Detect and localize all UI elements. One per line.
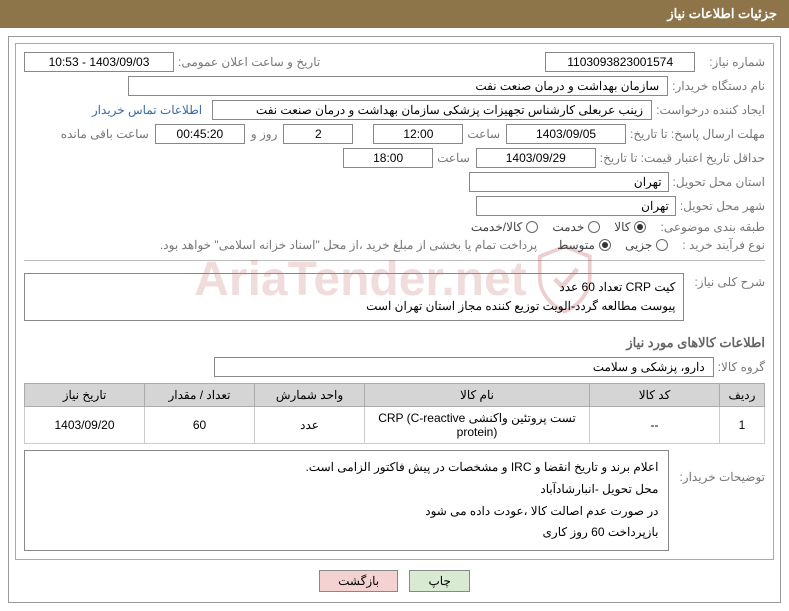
- deadline-date: 1403/09/05: [506, 124, 626, 144]
- radio-label: جزیی: [625, 238, 652, 252]
- note-line: در صورت عدم اصالت کالا ،عودت داده می شود: [35, 501, 658, 523]
- cell-code: --: [590, 407, 720, 444]
- radio-icon: [634, 221, 646, 233]
- requester-value: زینب عربعلی کارشناس تجهیزات پزشکی سازمان…: [212, 100, 652, 120]
- separator: [24, 260, 765, 261]
- row-validity: حداقل تاریخ اعتبار قیمت: تا تاریخ: 1403/…: [24, 148, 765, 168]
- outer-frame: AriaTender.net شماره نیاز: 1103093823001…: [8, 36, 781, 603]
- category-radio-both[interactable]: کالا/خدمت: [471, 220, 538, 234]
- validity-date: 1403/09/29: [476, 148, 596, 168]
- buyer-org-label: نام دستگاه خریدار:: [672, 79, 765, 93]
- desc-line: کیت CRP تعداد 60 عدد: [33, 278, 675, 297]
- inner-frame: AriaTender.net شماره نیاز: 1103093823001…: [15, 43, 774, 560]
- print-button[interactable]: چاپ: [409, 570, 469, 592]
- deadline-time-label: ساعت: [467, 127, 500, 141]
- deadline-days-suffix: روز و: [251, 127, 278, 141]
- goods-group-value: دارو، پزشکی و سلامت: [214, 357, 714, 377]
- goods-group-label: گروه کالا:: [718, 360, 765, 374]
- col-qty: تعداد / مقدار: [145, 384, 255, 407]
- validity-label: حداقل تاریخ اعتبار قیمت: تا تاریخ:: [600, 151, 765, 165]
- need-number-label: شماره نیاز:: [709, 55, 765, 69]
- deadline-time: 12:00: [373, 124, 463, 144]
- col-name: نام کالا: [365, 384, 590, 407]
- table-header-row: ردیف کد کالا نام کالا واحد شمارش تعداد /…: [25, 384, 765, 407]
- cell-row: 1: [720, 407, 765, 444]
- radio-icon: [526, 221, 538, 233]
- validity-time: 18:00: [343, 148, 433, 168]
- radio-icon: [599, 239, 611, 251]
- col-code: کد کالا: [590, 384, 720, 407]
- cell-name: تست پروتئین واکنشی CRP (C-reactive prote…: [365, 407, 590, 444]
- radio-label: خدمت: [552, 220, 584, 234]
- purchase-radio-medium[interactable]: متوسط: [557, 238, 611, 252]
- general-desc-label: شرح کلی نیاز:: [694, 275, 765, 289]
- page-title: جزئیات اطلاعات نیاز: [667, 6, 777, 21]
- row-need-number: شماره نیاز: 1103093823001574 تاریخ و ساع…: [24, 52, 765, 72]
- deadline-remain-suffix: ساعت باقی مانده: [61, 127, 149, 141]
- row-general-desc: شرح کلی نیاز: کیت CRP تعداد 60 عدد پیوست…: [24, 269, 765, 329]
- radio-label: کالا/خدمت: [471, 220, 522, 234]
- validity-time-label: ساعت: [437, 151, 470, 165]
- buyer-notes-box: اعلام برند و تاریخ انقضا و IRC و مشخصات …: [24, 450, 669, 550]
- note-line: محل تحویل -انبارشادآباد: [35, 479, 658, 501]
- col-date: تاریخ نیاز: [25, 384, 145, 407]
- announce-value: 1403/09/03 - 10:53: [24, 52, 174, 72]
- row-province: استان محل تحویل: تهران: [24, 172, 765, 192]
- contact-buyer-link[interactable]: اطلاعات تماس خریدار: [92, 103, 202, 117]
- category-radio-service[interactable]: خدمت: [552, 220, 600, 234]
- purchase-radio-minor[interactable]: جزیی: [625, 238, 668, 252]
- general-desc-box: کیت CRP تعداد 60 عدد پیوست مطالعه گردد-ا…: [24, 273, 684, 321]
- row-requester: ایجاد کننده درخواست: زینب عربعلی کارشناس…: [24, 100, 765, 120]
- goods-info-title: اطلاعات کالاهای مورد نیاز: [24, 335, 765, 351]
- category-radio-goods[interactable]: کالا: [614, 220, 646, 234]
- row-purchase-type: نوع فرآیند خرید : جزیی متوسط پرداخت تمام…: [24, 238, 765, 252]
- category-radio-group: کالا خدمت کالا/خدمت: [471, 220, 647, 234]
- radio-icon: [656, 239, 668, 251]
- purchase-type-label: نوع فرآیند خرید :: [682, 238, 765, 252]
- requester-label: ایجاد کننده درخواست:: [656, 103, 765, 117]
- row-goods-group: گروه کالا: دارو، پزشکی و سلامت: [24, 357, 765, 377]
- table-row: 1 -- تست پروتئین واکنشی CRP (C-reactive …: [25, 407, 765, 444]
- buyer-org-value: سازمان بهداشت و درمان صنعت نفت: [128, 76, 668, 96]
- row-buyer-org: نام دستگاه خریدار: سازمان بهداشت و درمان…: [24, 76, 765, 96]
- cell-date: 1403/09/20: [25, 407, 145, 444]
- need-number-value: 1103093823001574: [545, 52, 695, 72]
- city-value: تهران: [476, 196, 676, 216]
- purchase-note: پرداخت تمام یا بخشی از مبلغ خرید ،از محل…: [160, 238, 537, 252]
- deadline-label: مهلت ارسال پاسخ: تا تاریخ:: [630, 127, 765, 141]
- province-label: استان محل تحویل:: [673, 175, 765, 189]
- goods-table: ردیف کد کالا نام کالا واحد شمارش تعداد /…: [24, 383, 765, 444]
- announce-label: تاریخ و ساعت اعلان عمومی:: [178, 55, 320, 69]
- city-label: شهر محل تحویل:: [680, 199, 765, 213]
- col-row: ردیف: [720, 384, 765, 407]
- deadline-days: 2: [283, 124, 353, 144]
- radio-label: متوسط: [557, 238, 595, 252]
- row-buyer-notes: توضیحات خریدار: اعلام برند و تاریخ انقضا…: [24, 450, 765, 550]
- radio-label: کالا: [614, 220, 630, 234]
- cell-qty: 60: [145, 407, 255, 444]
- row-city: شهر محل تحویل: تهران: [24, 196, 765, 216]
- row-category: طبقه بندی موضوعی: کالا خدمت کالا/خدمت: [24, 220, 765, 234]
- category-label: طبقه بندی موضوعی:: [660, 220, 765, 234]
- back-button[interactable]: بازگشت: [319, 570, 398, 592]
- buyer-notes-label: توضیحات خریدار:: [679, 470, 765, 484]
- radio-icon: [588, 221, 600, 233]
- note-line: بازپرداخت 60 روز کاری: [35, 522, 658, 544]
- province-value: تهران: [469, 172, 669, 192]
- cell-unit: عدد: [255, 407, 365, 444]
- desc-line: پیوست مطالعه گردد-الویت توزیع کننده مجاز…: [33, 297, 675, 316]
- row-deadline: مهلت ارسال پاسخ: تا تاریخ: 1403/09/05 سا…: [24, 124, 765, 144]
- page-header: جزئیات اطلاعات نیاز: [0, 0, 789, 28]
- deadline-remain: 00:45:20: [155, 124, 245, 144]
- note-line: اعلام برند و تاریخ انقضا و IRC و مشخصات …: [35, 457, 658, 479]
- purchase-type-radio-group: جزیی متوسط: [557, 238, 668, 252]
- col-unit: واحد شمارش: [255, 384, 365, 407]
- button-bar: چاپ بازگشت: [15, 570, 774, 592]
